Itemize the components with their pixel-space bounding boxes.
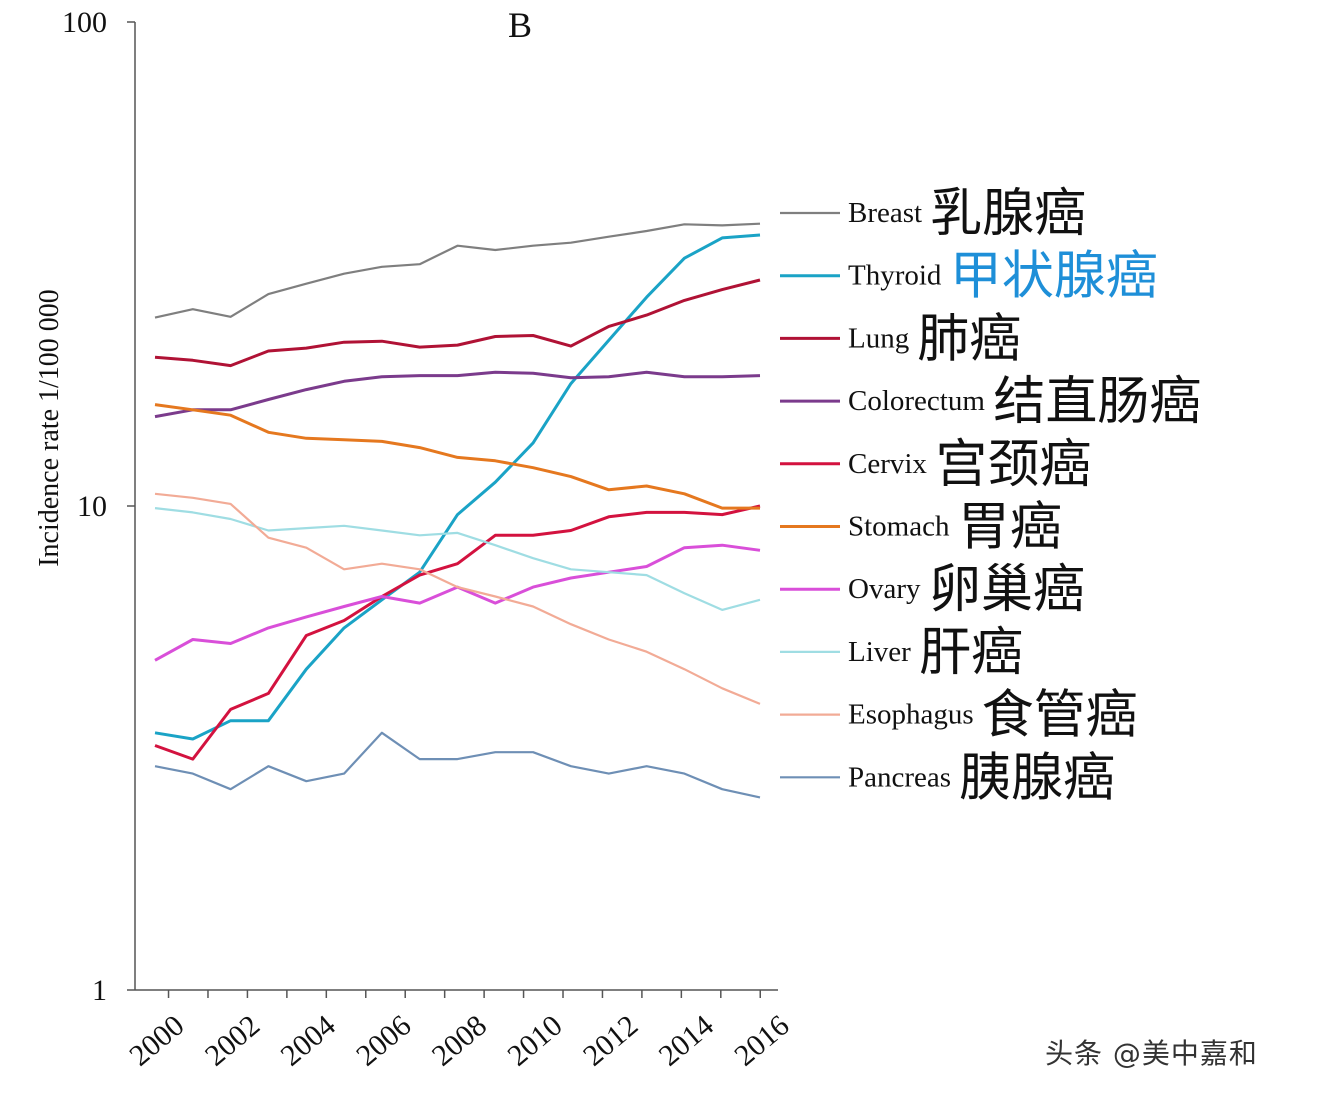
y-tick-label: 10 <box>77 490 107 523</box>
legend-item-esophagus: Esophagus 食管癌 <box>780 686 1138 746</box>
series-line-pancreas <box>154 731 761 799</box>
x-tick-label: 2002 <box>199 1009 266 1073</box>
series-line-cervix <box>154 504 761 761</box>
legend-label: Ovary <box>848 573 921 605</box>
legend-label-cn: 卵巢癌 <box>929 560 1085 620</box>
legend-label: Esophagus <box>848 699 974 731</box>
legend-label-cn: 甲状腺癌 <box>950 247 1158 307</box>
series-line-thyroid <box>154 233 761 741</box>
legend-item-stomach: Stomach 胃癌 <box>780 498 1062 558</box>
watermark: 头条 @美中嘉和 <box>1045 1037 1258 1070</box>
legend-item-lung: Lung 肺癌 <box>780 309 1021 369</box>
x-tick-label: 2014 <box>653 1009 720 1073</box>
legend-label: Stomach <box>848 511 950 543</box>
series-line-liver <box>154 507 761 612</box>
legend-label-cn: 乳腺癌 <box>930 184 1086 244</box>
x-tick-label: 2010 <box>501 1009 568 1073</box>
legend-item-thyroid: Thyroid 甲状腺癌 <box>780 247 1158 307</box>
x-tick-label: 2016 <box>728 1009 795 1073</box>
series-line-breast <box>154 222 761 319</box>
legend-label: Liver <box>848 636 911 668</box>
legend-item-liver: Liver 肝癌 <box>780 623 1023 683</box>
legend-label-cn: 结直肠癌 <box>993 372 1201 432</box>
legend-label: Breast <box>848 197 922 229</box>
legend-label-cn: 食管癌 <box>982 686 1138 746</box>
y-axis-label: Incidence rate 1/100 000 <box>34 289 65 567</box>
y-tick-label: 100 <box>62 6 107 39</box>
series-lines <box>154 222 761 799</box>
legend-label: Thyroid <box>848 260 942 292</box>
legend-item-ovary: Ovary 卵巢癌 <box>780 560 1085 620</box>
x-tick-label: 2006 <box>350 1009 417 1073</box>
legend-label: Lung <box>848 322 909 354</box>
legend-item-cervix: Cervix 宫颈癌 <box>780 435 1091 495</box>
legend-label-cn: 胃癌 <box>958 498 1062 558</box>
x-tick-label: 2000 <box>123 1009 190 1073</box>
legend-label: Pancreas <box>848 761 951 793</box>
x-tick-label: 2012 <box>577 1009 644 1073</box>
legend-label-cn: 肺癌 <box>917 309 1021 369</box>
legend-item-pancreas: Pancreas 胰腺癌 <box>780 748 1115 808</box>
chart-title: B <box>508 5 532 45</box>
legend-label-cn: 胰腺癌 <box>959 748 1115 808</box>
legend-label-cn: 宫颈癌 <box>935 435 1091 495</box>
legend-item-colorectum: Colorectum 结直肠癌 <box>780 372 1201 432</box>
legend-label-cn: 肝癌 <box>919 623 1023 683</box>
x-tick-label: 2004 <box>275 1009 342 1073</box>
series-line-lung <box>154 278 761 368</box>
y-tick-label: 1 <box>92 974 107 1007</box>
legend-label: Colorectum <box>848 385 985 417</box>
axes: 1 10 100 2000 2002 2004 2006 2008 2010 2012 2014 20… <box>62 6 795 1073</box>
series-line-esophagus <box>154 492 761 705</box>
x-tick-label: 2008 <box>426 1009 493 1073</box>
legend-item-breast: Breast 乳腺癌 <box>780 184 1086 244</box>
series-line-stomach <box>154 403 760 510</box>
legend-label: Cervix <box>848 448 927 480</box>
series-line-colorectum <box>154 370 761 419</box>
